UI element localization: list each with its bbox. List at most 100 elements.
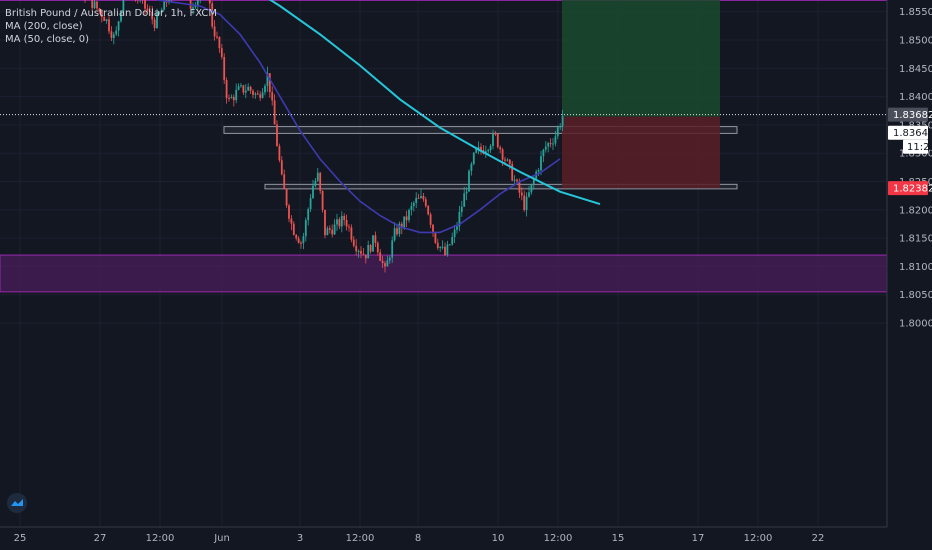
candle-body (468, 170, 470, 192)
candle-body (552, 143, 554, 145)
candle-body (295, 234, 298, 239)
candle-body (458, 211, 461, 227)
candle-body (307, 209, 310, 221)
candle-body (516, 179, 518, 182)
x-tick-label: 12:00 (744, 533, 773, 544)
candle-body (247, 86, 250, 91)
candle-body (388, 257, 391, 261)
candle-body (379, 252, 382, 261)
candle-body (463, 193, 466, 207)
gray-zone-upper (223, 126, 738, 134)
candle-body (448, 244, 451, 246)
y-tick-label: 1.85500 (899, 7, 932, 18)
candle-body (309, 198, 312, 210)
candle-body (276, 124, 278, 147)
candle-body (264, 85, 266, 93)
candle-body (319, 172, 322, 191)
candle-body (547, 143, 550, 147)
candle-body (151, 12, 154, 20)
candle-body (374, 235, 377, 243)
candle-body (422, 196, 425, 200)
candle-body (93, 1, 96, 9)
x-tick-label: 12:00 (146, 533, 175, 544)
candle-body (254, 93, 257, 95)
candle-body (120, 11, 122, 22)
candle-body (530, 183, 533, 193)
y-tick-label: 1.81000 (899, 262, 932, 273)
candle-body (487, 150, 490, 152)
candle-body (520, 192, 523, 196)
x-tick-label: Jun (213, 533, 230, 544)
candle-body (384, 263, 386, 267)
candle-body (208, 0, 211, 4)
candle-body (242, 85, 245, 93)
gray-zone-lower (264, 183, 738, 190)
candle-body (312, 185, 314, 199)
candle-body (220, 48, 223, 58)
x-tick-label: 22 (812, 533, 825, 544)
candle-body (386, 260, 389, 267)
entry-price-label-bg (888, 125, 928, 140)
candle-body (163, 0, 166, 10)
candle-body (302, 236, 305, 244)
candle-body (278, 146, 281, 161)
entry-price-label: 1.83645 (893, 128, 932, 139)
candle-body (544, 146, 547, 150)
candle-body (292, 223, 295, 235)
candle-body (496, 133, 499, 148)
candle-body (436, 242, 439, 248)
candle-body (105, 19, 108, 21)
candle-body (465, 191, 468, 194)
candle-body (331, 229, 334, 235)
candle-body (484, 151, 487, 154)
candle-body (148, 10, 151, 13)
candle-body (429, 214, 432, 225)
candle-body (249, 86, 252, 91)
candle-body (300, 242, 302, 244)
candle-body (225, 80, 228, 99)
candle-body (211, 3, 214, 27)
candle-body (376, 242, 379, 253)
candle-body (156, 13, 158, 28)
candle-body (528, 192, 530, 197)
candle-body (504, 159, 506, 161)
candle-body (506, 159, 509, 161)
candle-body (513, 179, 516, 181)
x-tick-label: 3 (297, 533, 303, 544)
candle-body (451, 237, 454, 245)
ma50-line (155, 0, 561, 234)
candle-body (518, 181, 521, 193)
x-tick-label: 12:00 (346, 533, 375, 544)
candle-body (420, 196, 422, 198)
position-stop-zone (562, 116, 720, 189)
tradingview-logo-icon[interactable] (7, 493, 27, 513)
candle-body (369, 245, 372, 252)
y-tick-label: 1.82000 (899, 205, 932, 216)
candle-body (381, 260, 384, 264)
position-target-zone (562, 0, 720, 117)
candle-body (501, 149, 504, 160)
candle-body (475, 148, 478, 153)
candle-body (280, 160, 283, 175)
stop-price-label-bg (888, 181, 928, 196)
candle-body (405, 216, 408, 221)
x-tick-label: 10 (492, 533, 505, 544)
candle-body (415, 197, 418, 203)
candle-body (192, 7, 194, 9)
candle-body (96, 1, 98, 9)
candle-body (439, 246, 442, 248)
candle-body (345, 220, 348, 227)
y-tick-label: 1.80000 (899, 319, 932, 330)
candle-body (271, 92, 274, 101)
x-tick-label: 27 (94, 533, 107, 544)
candle-body (321, 190, 324, 210)
candle-body (410, 205, 413, 210)
candle-body (460, 206, 463, 212)
candle-body (194, 5, 197, 8)
candle-body (266, 73, 269, 86)
candle-body (367, 245, 370, 259)
candle-body (398, 223, 401, 235)
candle-body (336, 219, 338, 225)
candle-body (112, 34, 115, 38)
